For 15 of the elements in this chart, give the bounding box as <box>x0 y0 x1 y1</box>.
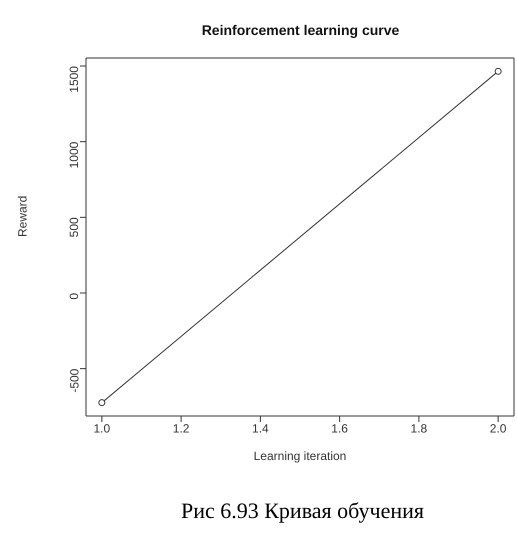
x-tick-label: 1.0 <box>94 422 111 436</box>
y-axis-title: Reward <box>15 196 30 237</box>
x-tick-label: 1.2 <box>172 422 190 436</box>
chart-title: Reinforcement learning curve <box>200 22 400 38</box>
x-tick-label: 1.8 <box>410 422 428 436</box>
x-axis-title: Learning iteration <box>254 449 346 463</box>
y-tick-label: 500 <box>67 217 82 238</box>
y-tick-label: 1000 <box>67 141 82 168</box>
y-tick-label: 1500 <box>67 66 82 93</box>
text: Рис 6.93 Кривая обучения <box>180 498 426 524</box>
x-tick-label: 1.4 <box>252 422 270 436</box>
x-tick-label: 1.6 <box>331 422 348 436</box>
y-tick-label: 0 <box>67 292 82 300</box>
x-tick-label: 2.0 <box>490 422 507 436</box>
y-tick-label: -500 <box>67 368 82 393</box>
